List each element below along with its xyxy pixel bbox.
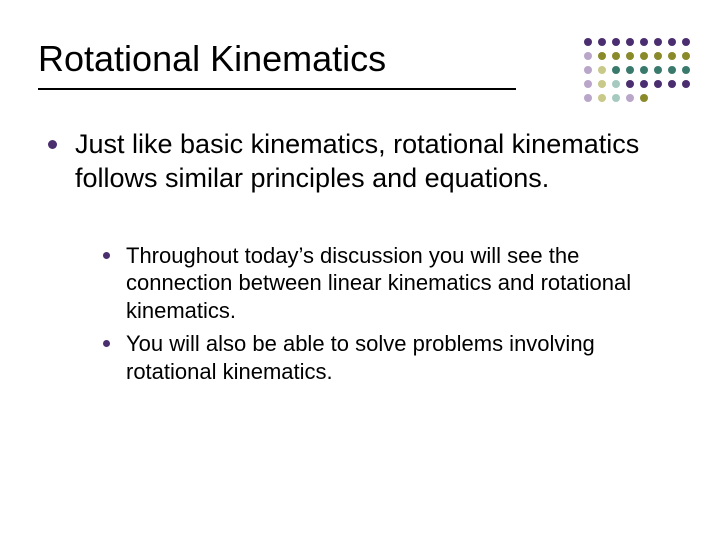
deco-dot — [640, 80, 648, 88]
bullet-level2: You will also be able to solve problems … — [103, 330, 648, 385]
deco-dot — [640, 94, 648, 102]
deco-dot — [598, 52, 606, 60]
slide-body: Just like basic kinematics, rotational k… — [48, 128, 648, 391]
title-underline — [38, 88, 516, 90]
deco-dot — [682, 38, 690, 46]
bullet-text: Just like basic kinematics, rotational k… — [75, 128, 648, 196]
bullet-icon — [103, 252, 110, 259]
slide: Rotational Kinematics Just like basic ki… — [0, 0, 720, 540]
slide-title: Rotational Kinematics — [38, 38, 386, 80]
bullet-level2-group: Throughout today’s discussion you will s… — [103, 242, 648, 386]
deco-dot — [668, 38, 676, 46]
deco-dot — [612, 52, 620, 60]
bullet-level2: Throughout today’s discussion you will s… — [103, 242, 648, 325]
deco-dot — [668, 80, 676, 88]
bullet-icon — [103, 340, 110, 347]
deco-dot — [584, 38, 592, 46]
deco-dot — [640, 38, 648, 46]
bullet-text: You will also be able to solve problems … — [126, 330, 636, 385]
deco-dot — [598, 66, 606, 74]
deco-dot — [584, 94, 592, 102]
deco-dot — [640, 52, 648, 60]
deco-dot — [668, 66, 676, 74]
deco-dot — [626, 80, 634, 88]
deco-dot — [682, 80, 690, 88]
deco-dot — [584, 66, 592, 74]
deco-dot — [682, 66, 690, 74]
deco-dot — [612, 66, 620, 74]
deco-dot — [584, 52, 592, 60]
deco-dot — [598, 80, 606, 88]
deco-dot — [612, 38, 620, 46]
deco-dot — [640, 66, 648, 74]
deco-dot — [682, 52, 690, 60]
bullet-text: Throughout today’s discussion you will s… — [126, 242, 636, 325]
deco-dot — [626, 94, 634, 102]
deco-dot — [612, 94, 620, 102]
bullet-level1: Just like basic kinematics, rotational k… — [48, 128, 648, 196]
deco-dot — [598, 94, 606, 102]
corner-dot-decoration — [584, 38, 690, 102]
deco-dot — [598, 38, 606, 46]
deco-dot — [626, 52, 634, 60]
deco-dot — [654, 80, 662, 88]
deco-dot — [668, 52, 676, 60]
deco-dot — [626, 66, 634, 74]
deco-dot — [584, 80, 592, 88]
deco-dot — [654, 52, 662, 60]
deco-dot — [654, 66, 662, 74]
deco-dot — [654, 38, 662, 46]
deco-dot — [626, 38, 634, 46]
bullet-icon — [48, 140, 57, 149]
deco-dot — [612, 80, 620, 88]
